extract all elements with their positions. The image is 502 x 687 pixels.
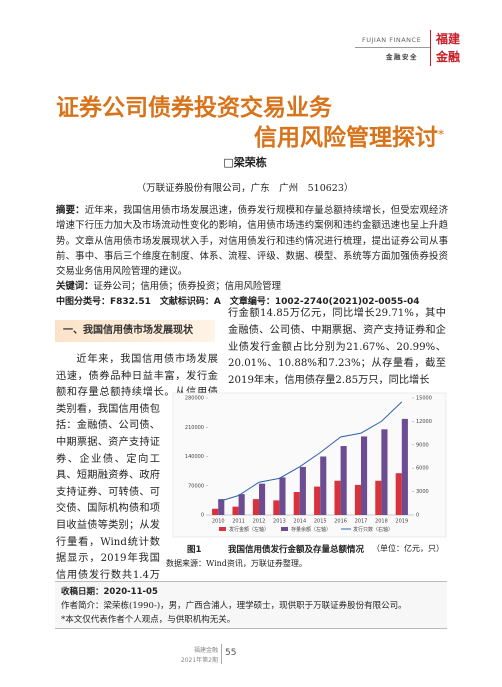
y2-tick-label: 12000 [416, 419, 432, 425]
chart: 0 70000 140000 210000 280000 0 3000 6000 9000 120… [172, 392, 447, 538]
classification: 中图分类号：F832.51 文献标识码：A 文章编号：1002-2740(202… [56, 296, 420, 307]
bar [273, 500, 280, 515]
y2-tick-label: 9000 [416, 442, 429, 448]
keywords-text: 证券公司；信用债；债券投资；信用风险管理 [93, 281, 282, 293]
x-tick-label: 2014 [293, 519, 306, 525]
y-tick-label: 70000 [188, 483, 204, 489]
abstract-block: 摘要：近年来，我国信用债市场发展迅速，债券发行规模和存量总额持续增长，但受宏观经… [56, 203, 448, 310]
bar [401, 418, 408, 515]
bar [238, 494, 245, 515]
bar [299, 466, 306, 515]
y2-tick-label: 3000 [416, 489, 429, 495]
footer-rule [221, 644, 222, 664]
legend-label: 发行只数（右轴） [353, 526, 393, 533]
author: □梁荣栋 [223, 156, 267, 169]
y-tick-label: 0 [201, 513, 204, 519]
keywords: 关键词：证券公司；信用债；债券投资；信用风险管理 [56, 279, 448, 294]
abstract: 摘要：近年来，我国信用债市场发展迅速，债券发行规模和存量总额持续增长，但受宏观经… [56, 203, 448, 279]
bar [293, 492, 300, 515]
legend-swatch [219, 527, 226, 531]
figure-source: 数据来源：Wind资讯，万联证券整理。 [166, 559, 307, 568]
bar [361, 436, 368, 515]
title-mark: * [438, 127, 444, 142]
bar [252, 499, 259, 515]
x-tick-label: 2019 [395, 519, 408, 525]
page-number: 55 [225, 648, 237, 658]
bar [334, 480, 341, 515]
abstract-label: 摘要： [56, 205, 85, 216]
legend-label: 发行金额（左轴） [229, 526, 269, 533]
bar [381, 429, 388, 515]
y-tick-label: 280000 [185, 396, 204, 402]
y-tick-label: 140000 [185, 454, 204, 460]
x-tick-label: 2010 [212, 519, 225, 525]
title-line: 证券公司债券投资交易业务 [56, 95, 332, 121]
x-tick-label: 2017 [355, 519, 368, 525]
bar [395, 473, 402, 515]
bar [212, 508, 219, 515]
legend-label: 存量余额（左轴） [291, 526, 331, 533]
bar [314, 486, 321, 515]
x-tick-label: 2018 [375, 519, 388, 525]
y2-tick-label: 15000 [416, 396, 432, 402]
line [218, 401, 403, 503]
footer-issue: 2021年第2期 [180, 657, 218, 664]
x-tick-label: 2011 [232, 519, 245, 525]
section-label: 金融安全 [386, 53, 418, 61]
bar [218, 499, 225, 515]
x-tick-label: 2013 [273, 519, 286, 525]
y2-tick-label: 6000 [416, 466, 429, 472]
bar [340, 446, 347, 515]
logo: 福建 [436, 32, 461, 46]
title-line: 信用风险管理探讨 [254, 125, 438, 151]
logo: 金融 [436, 50, 461, 64]
bar [375, 480, 382, 515]
figure-caption: 我国信用债发行金额及存量总额情况 [228, 545, 365, 555]
journal-en: FUJIAN FINANCE [362, 36, 422, 44]
section-heading: 一、我国信用债市场发展现状 [55, 320, 215, 342]
abstract-text: 近年来，我国信用债市场发展迅速，债券发行规模和存量总额持续增长，但受宏观经济增速… [56, 205, 448, 278]
bar [279, 477, 286, 515]
legend-swatch [281, 527, 288, 531]
x-tick-label: 2012 [253, 519, 266, 525]
figure-number: 图1 [187, 545, 202, 555]
note: *本文仅代表作者个人观点，与供职机构无关。 [61, 615, 236, 625]
affiliation: （万联证券股份有限公司，广东 广州 510623） [136, 183, 354, 194]
bar [354, 484, 361, 515]
figure-unit: （单位：亿元，只） [372, 544, 444, 553]
footnote: 收稿日期：2020-11-05 作者简介：梁荣栋(1990-)，男，广西合浦人，… [55, 581, 447, 629]
bar [320, 456, 327, 515]
x-tick-label: 2016 [334, 519, 347, 525]
x-tick-label: 2015 [314, 519, 327, 525]
footer-journal: 福建金融 [193, 647, 218, 654]
author-bio: 作者简介：梁荣栋(1990-)，男，广西合浦人，理学硕士，现供职于万联证券股份有… [61, 601, 407, 611]
received: 收稿日期：2020-11-05 [61, 587, 158, 597]
y2-tick-label: 0 [416, 513, 419, 519]
header-rule [355, 47, 430, 48]
bar [259, 483, 266, 515]
title-line-wrap: 信用风险管理探讨* [254, 118, 444, 152]
bar [232, 506, 239, 515]
keywords-label: 关键词： [56, 281, 94, 293]
y-tick-label: 210000 [185, 425, 204, 431]
logo-rule [430, 30, 431, 66]
body-right: 行金额14.85万亿元，同比增长29.71%，其中金融债、公司债、中期票据、资产… [228, 308, 446, 387]
